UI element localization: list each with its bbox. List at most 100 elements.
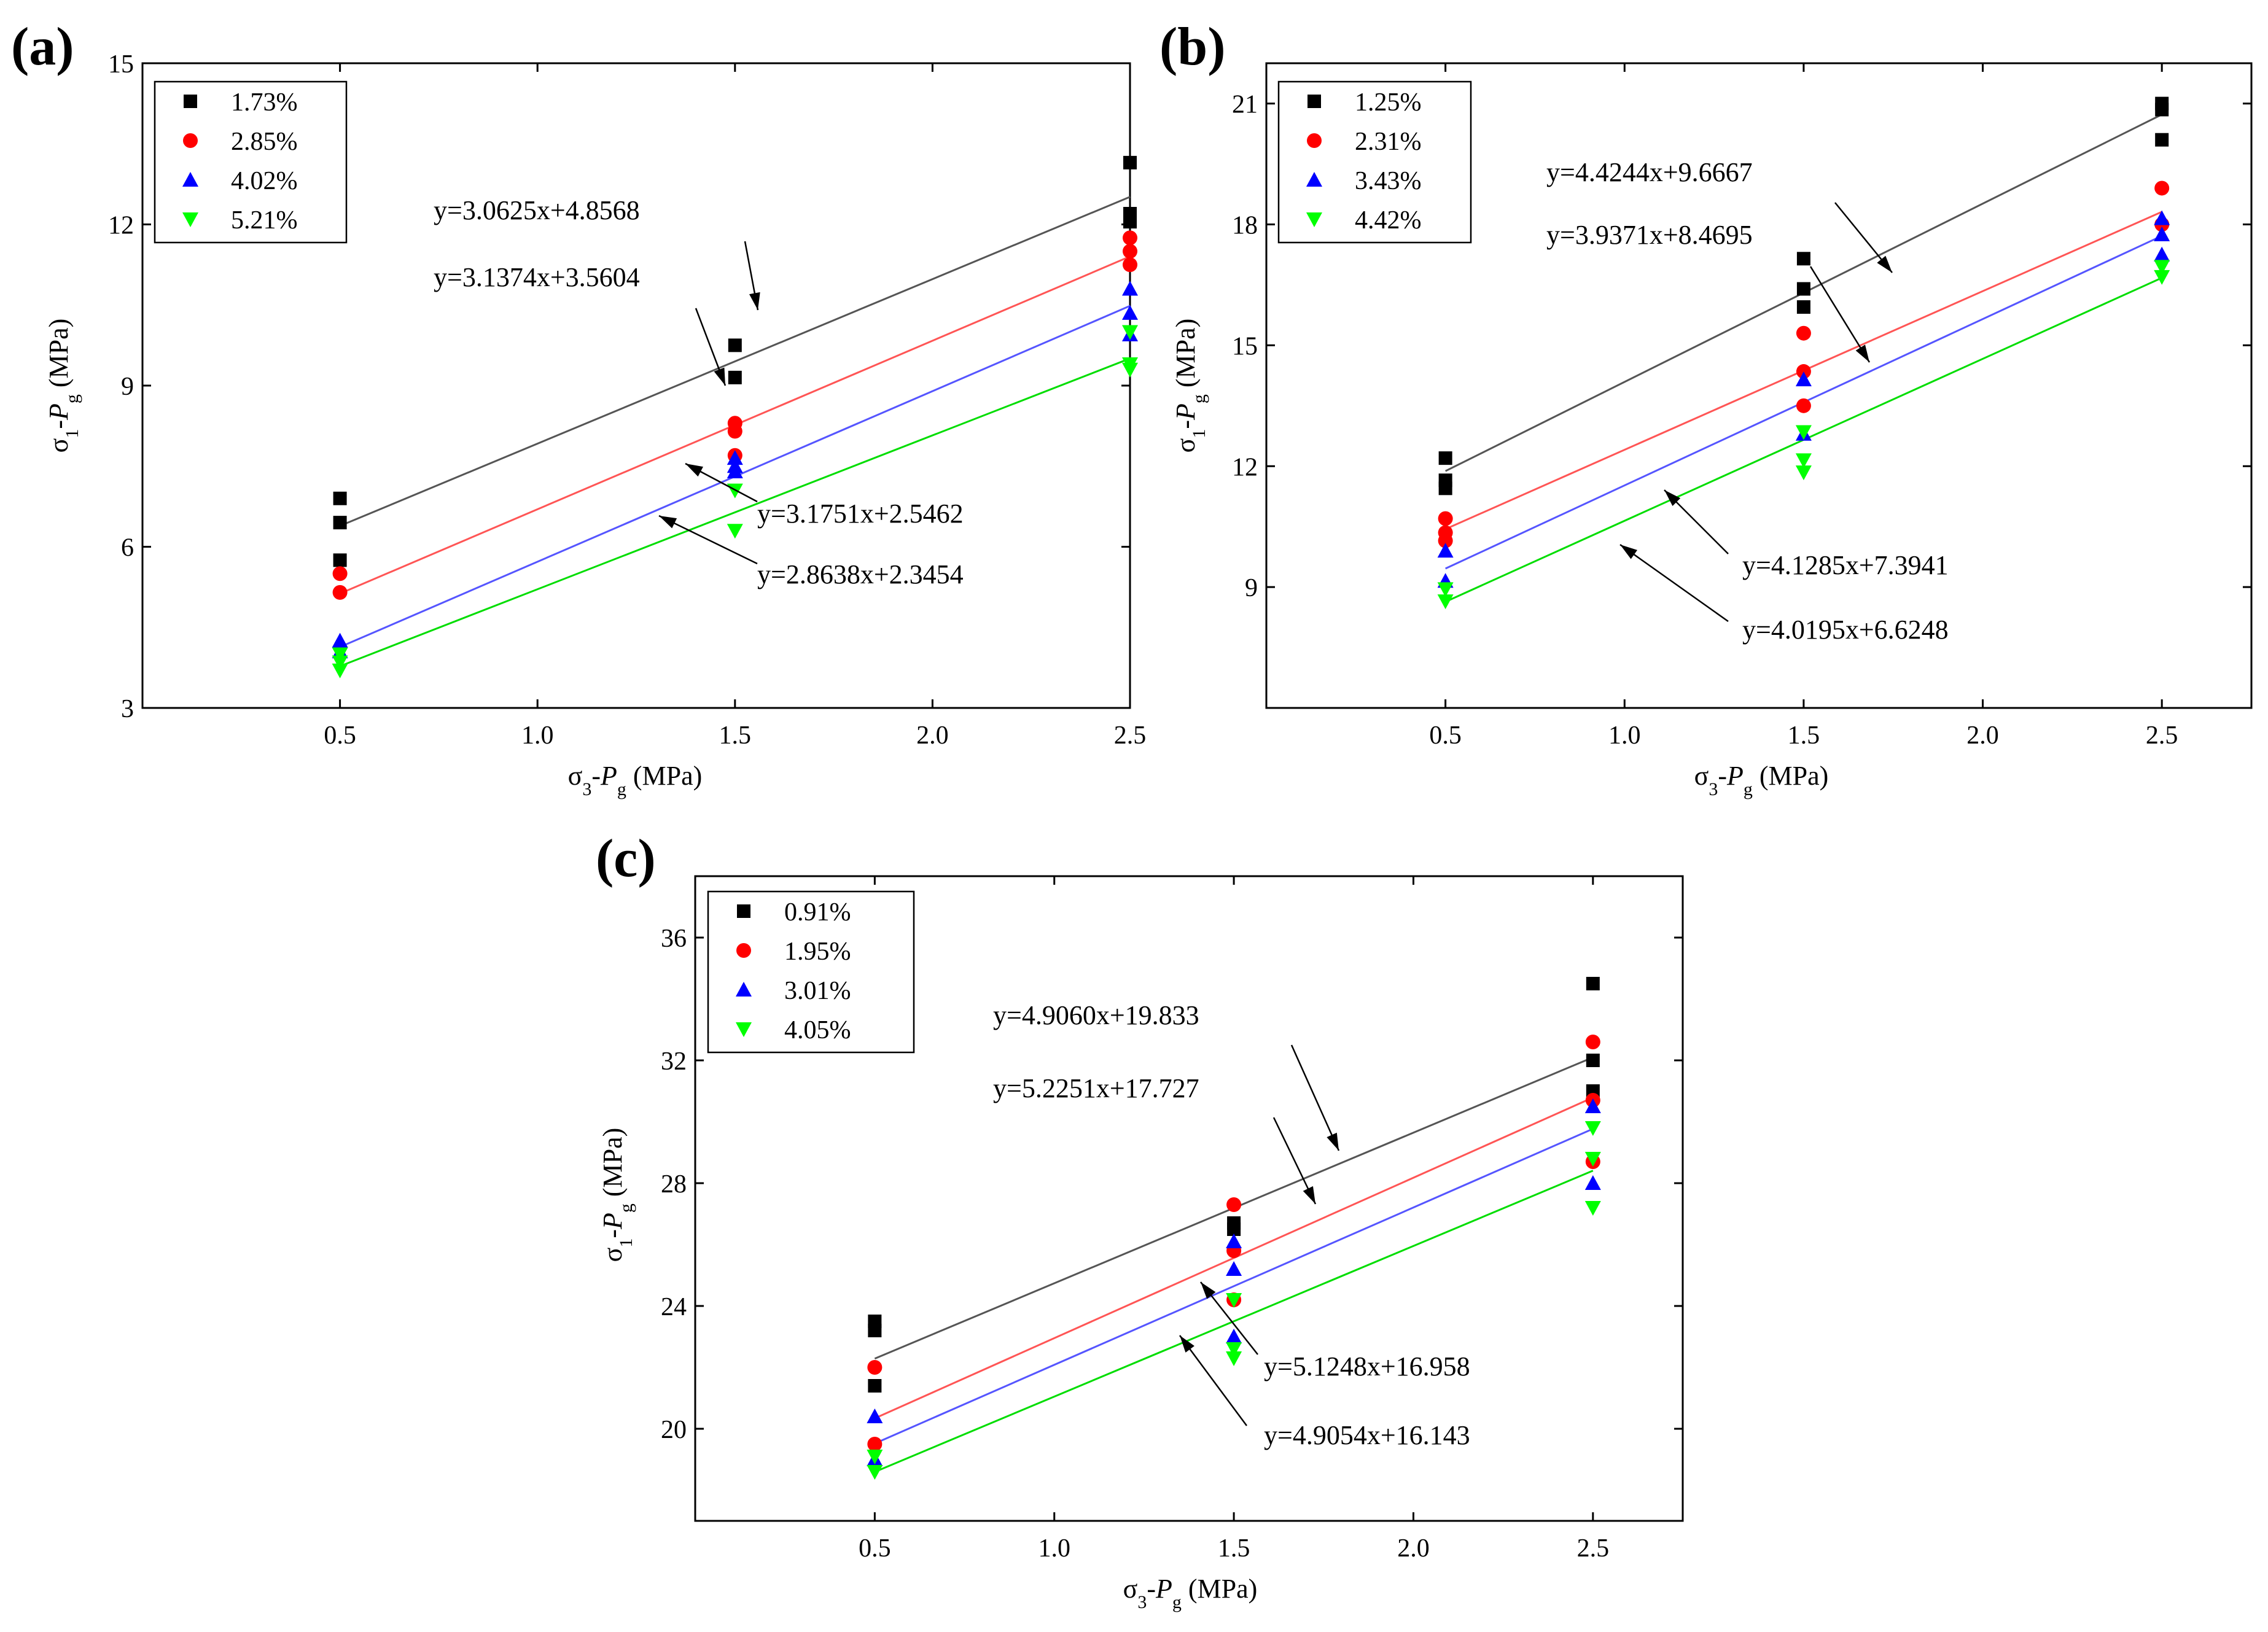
data-point-0.91%: [1586, 1054, 1600, 1067]
fit-equation-label: y=3.0625x+4.8568: [434, 195, 640, 225]
fit-equation-label: y=5.2251x+17.727: [993, 1073, 1199, 1103]
axis-label-part: (MPa): [44, 319, 74, 394]
annotation-arrow-head: [1303, 1186, 1315, 1204]
y-axis-label: σ1-Pg (MPa): [598, 1128, 636, 1262]
data-point-1.95%: [867, 1360, 883, 1375]
legend-label: 5.21%: [231, 206, 298, 235]
x-tick-label: 1.5: [719, 721, 752, 750]
fit-equation-label: y=4.9054x+16.143: [1264, 1420, 1470, 1450]
data-point-4.42%: [1437, 582, 1454, 597]
fit-equation-label: y=4.0195x+6.6248: [1742, 615, 1949, 645]
y-tick-label: 3: [121, 695, 134, 723]
axis-label-part: g: [616, 1203, 636, 1213]
x-tick-label: 2.5: [2146, 721, 2178, 750]
plot-frame: [1265, 62, 2253, 709]
y-tick-label: 20: [661, 1416, 687, 1444]
legend-label: 1.73%: [231, 88, 298, 117]
axis-label-part: 1: [1189, 429, 1209, 438]
data-point-5.21%: [332, 663, 348, 678]
data-point-1.95%: [867, 1437, 883, 1451]
annotation-arrow-head: [1327, 1132, 1339, 1151]
plot-frame: [694, 875, 1684, 1522]
legend-marker-4.42%: [1306, 212, 1322, 227]
data-point-2.85%: [332, 585, 348, 600]
x-tick-label: 2.5: [1577, 1534, 1610, 1563]
annotation-arrow-head: [1664, 490, 1681, 507]
axis-label-part: (MPa): [1753, 761, 1828, 791]
fit-equation-label: y=5.1248x+16.958: [1264, 1351, 1470, 1381]
data-point-1.73%: [333, 516, 347, 530]
data-point-2.31%: [1796, 325, 1811, 341]
axis-label-part: -: [1171, 420, 1201, 429]
y-tick-label: 12: [108, 212, 134, 240]
axis-label-part: σ: [1123, 1574, 1138, 1604]
annotation-arrow-line: [658, 515, 758, 565]
panel-label: (a): [11, 17, 74, 77]
legend-marker-5.21%: [182, 212, 198, 227]
annotation-arrow-head: [1180, 1335, 1194, 1353]
x-tick-label: 2.0: [916, 721, 949, 750]
data-point-4.05%: [867, 1450, 883, 1464]
data-point-4.05%: [1584, 1152, 1601, 1167]
data-point-4.05%: [1226, 1351, 1242, 1366]
fit-equation-label: y=4.9060x+19.833: [993, 1000, 1199, 1030]
annotation-arrow-line: [1290, 1044, 1340, 1151]
x-tick-label: 1.0: [1038, 1534, 1070, 1563]
legend-label: 4.05%: [784, 1016, 851, 1044]
axis-label-part: P: [44, 403, 74, 421]
axis-label-part: σ: [568, 761, 583, 791]
x-axis-label: σ3-Pg (MPa): [1123, 1574, 1258, 1612]
data-point-1.73%: [1123, 155, 1137, 169]
legend-marker-3.43%: [1306, 172, 1322, 187]
axis-label-part: (MPa): [1182, 1574, 1257, 1604]
y-tick-label: 12: [1232, 453, 1258, 481]
legend-label: 3.43%: [1355, 167, 1422, 195]
legend-label: 4.42%: [1355, 206, 1422, 235]
data-point-2.85%: [1123, 230, 1137, 246]
data-point-4.02%: [332, 632, 348, 648]
y-tick-label: 9: [121, 373, 134, 401]
x-tick-label: 2.0: [1397, 1534, 1430, 1563]
x-tick-label: 0.5: [324, 721, 356, 750]
annotation-arrow-line: [1619, 543, 1729, 623]
axis-label-part: (MPa): [598, 1128, 628, 1203]
y-tick-label: 28: [661, 1170, 687, 1199]
axis-label-part: 3: [1137, 1592, 1147, 1612]
data-point-1.25%: [1796, 252, 1810, 266]
data-point-3.43%: [1437, 543, 1454, 558]
annotation-arrow-line: [1179, 1335, 1248, 1426]
legend-marker-0.91%: [737, 904, 750, 918]
data-point-2.31%: [2154, 181, 2170, 196]
axis-label-part: (MPa): [1171, 319, 1201, 394]
data-point-3.01%: [1584, 1175, 1601, 1190]
y-tick-label: 15: [108, 50, 134, 79]
data-point-1.25%: [1438, 451, 1452, 465]
panel-a: (a) 0.5 1.0 1.5 2.0 2.5 3 6 9 12 15 1.73% 2.85% 4.02%…: [11, 17, 1146, 799]
y-tick-label: 6: [121, 534, 134, 562]
legend-marker-3.01%: [736, 982, 752, 997]
data-point-3.01%: [1226, 1234, 1242, 1248]
data-point-3.01%: [1584, 1098, 1601, 1113]
legend-label: 1.95%: [784, 938, 851, 966]
legend-marker-1.95%: [736, 943, 751, 958]
data-point-3.01%: [1226, 1261, 1242, 1276]
data-point-4.02%: [1122, 305, 1138, 320]
data-point-4.42%: [1795, 453, 1812, 468]
axis-label-part: -: [598, 1229, 628, 1238]
data-point-4.02%: [1122, 281, 1138, 296]
legend-marker-1.25%: [1307, 95, 1321, 108]
y-tick-label: 9: [1245, 574, 1258, 602]
data-point-1.25%: [1438, 481, 1452, 495]
axis-label-part: σ: [598, 1247, 628, 1262]
data-point-5.21%: [332, 647, 348, 663]
annotation-arrow-head: [685, 464, 703, 477]
fit-line-4.05%: [874, 1170, 1594, 1473]
y-tick-label: 24: [661, 1293, 687, 1321]
data-point-1.95%: [1226, 1197, 1242, 1212]
data-point-2.85%: [1123, 257, 1137, 273]
legend-marker-4.05%: [736, 1022, 752, 1037]
data-point-2.85%: [332, 566, 348, 581]
data-point-5.21%: [1122, 362, 1138, 378]
x-tick-label: 0.5: [1429, 721, 1462, 750]
